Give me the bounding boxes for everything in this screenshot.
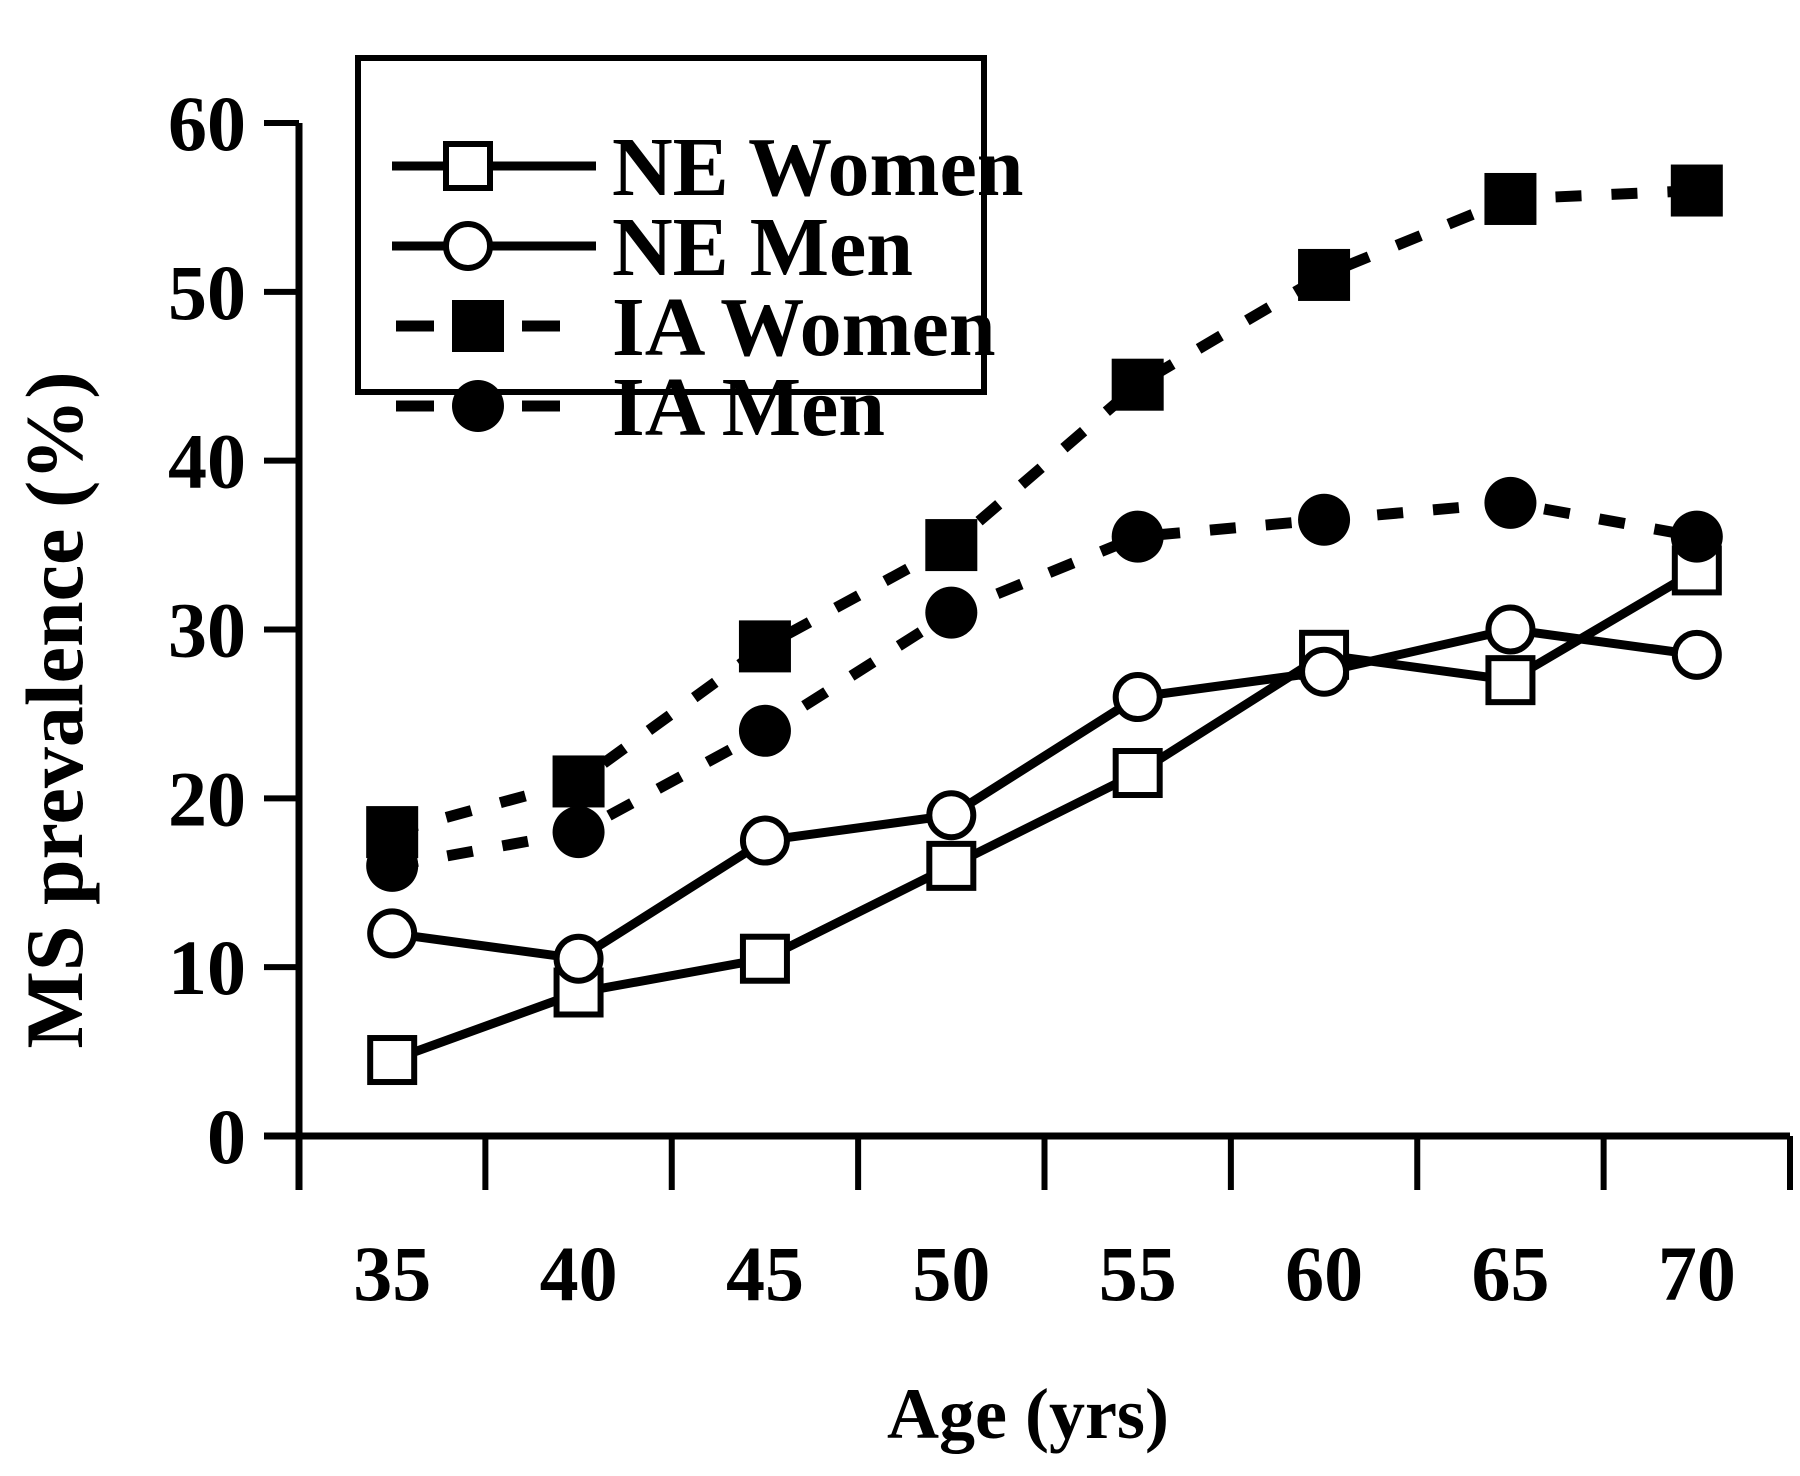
- series-line: [391, 624, 1698, 964]
- x-tick-label: 45: [726, 1230, 804, 1317]
- data-point-marker: [366, 839, 419, 892]
- data-point-marker: [738, 620, 791, 673]
- x-tick-label: 60: [1285, 1230, 1363, 1317]
- y-tick-label: 0: [207, 1093, 246, 1180]
- data-point-marker: [926, 840, 977, 891]
- legend-marker: [443, 141, 493, 191]
- legend-marker: [443, 221, 493, 271]
- legend-item-ne-women: NE Women: [392, 121, 1024, 214]
- legend-item-ia-women: IA Women: [396, 281, 996, 374]
- x-tick-label: 40: [540, 1230, 618, 1317]
- data-point-marker: [1485, 655, 1536, 706]
- series-ia-women: [366, 164, 1723, 859]
- series-ne-men: [367, 604, 1722, 984]
- y-tick-label: 40: [168, 418, 246, 505]
- series-ia-men: [366, 476, 1723, 892]
- data-point-marker: [1298, 493, 1351, 546]
- legend-label: IA Women: [612, 281, 996, 374]
- y-axis-title: MS prevalence (%): [9, 371, 100, 1048]
- legend-label: NE Women: [612, 121, 1024, 214]
- data-point-marker: [925, 586, 978, 639]
- axes: 0 10 20 30 40 50 60 35 40 45 50 55 60 65 70: [168, 80, 1793, 1317]
- y-tick-label: 50: [168, 249, 246, 336]
- data-point-marker: [552, 806, 605, 859]
- data-point-marker: [1484, 476, 1537, 529]
- legend-label: NE Men: [612, 201, 913, 294]
- series-layer: [366, 164, 1723, 1086]
- data-point-marker: [553, 933, 604, 984]
- y-tick-label: 60: [168, 80, 246, 167]
- data-point-marker: [367, 908, 418, 959]
- x-tick-label: 50: [912, 1230, 990, 1317]
- legend-marker: [452, 300, 504, 352]
- data-point-marker: [552, 755, 605, 808]
- data-point-marker: [1111, 510, 1164, 563]
- y-tick-label: 20: [168, 755, 246, 842]
- x-axis-title: Age (yrs): [887, 1374, 1169, 1454]
- data-point-marker: [1298, 248, 1351, 301]
- data-point-marker: [1112, 672, 1163, 723]
- x-tick-label: 35: [353, 1230, 431, 1317]
- data-point-marker: [1670, 164, 1723, 217]
- data-point-marker: [925, 519, 978, 572]
- data-point-marker: [1111, 358, 1164, 411]
- data-point-marker: [1485, 604, 1536, 655]
- data-point-marker: [1484, 172, 1537, 225]
- x-tick-label: 65: [1471, 1230, 1549, 1317]
- data-point-marker: [1299, 646, 1350, 697]
- series-line: [391, 497, 1698, 872]
- series-line: [390, 185, 1698, 838]
- data-point-marker: [926, 790, 977, 841]
- y-tick-label: 10: [168, 924, 246, 1011]
- y-tick-label: 30: [168, 587, 246, 674]
- data-point-marker: [1670, 510, 1723, 563]
- series-line: [390, 566, 1700, 1065]
- legend-label: IA Men: [612, 361, 885, 454]
- legend-marker: [452, 380, 504, 432]
- legend-item-ne-men: NE Men: [392, 201, 913, 294]
- data-point-marker: [738, 704, 791, 757]
- legend-item-ia-men: IA Men: [396, 361, 885, 454]
- data-point-marker: [739, 933, 790, 984]
- x-tick-label: 55: [1099, 1230, 1177, 1317]
- data-point-marker: [739, 815, 790, 866]
- data-point-marker: [1671, 629, 1722, 680]
- data-point-marker: [367, 1035, 418, 1086]
- x-tick-label: 70: [1658, 1230, 1736, 1317]
- data-point-marker: [1112, 748, 1163, 799]
